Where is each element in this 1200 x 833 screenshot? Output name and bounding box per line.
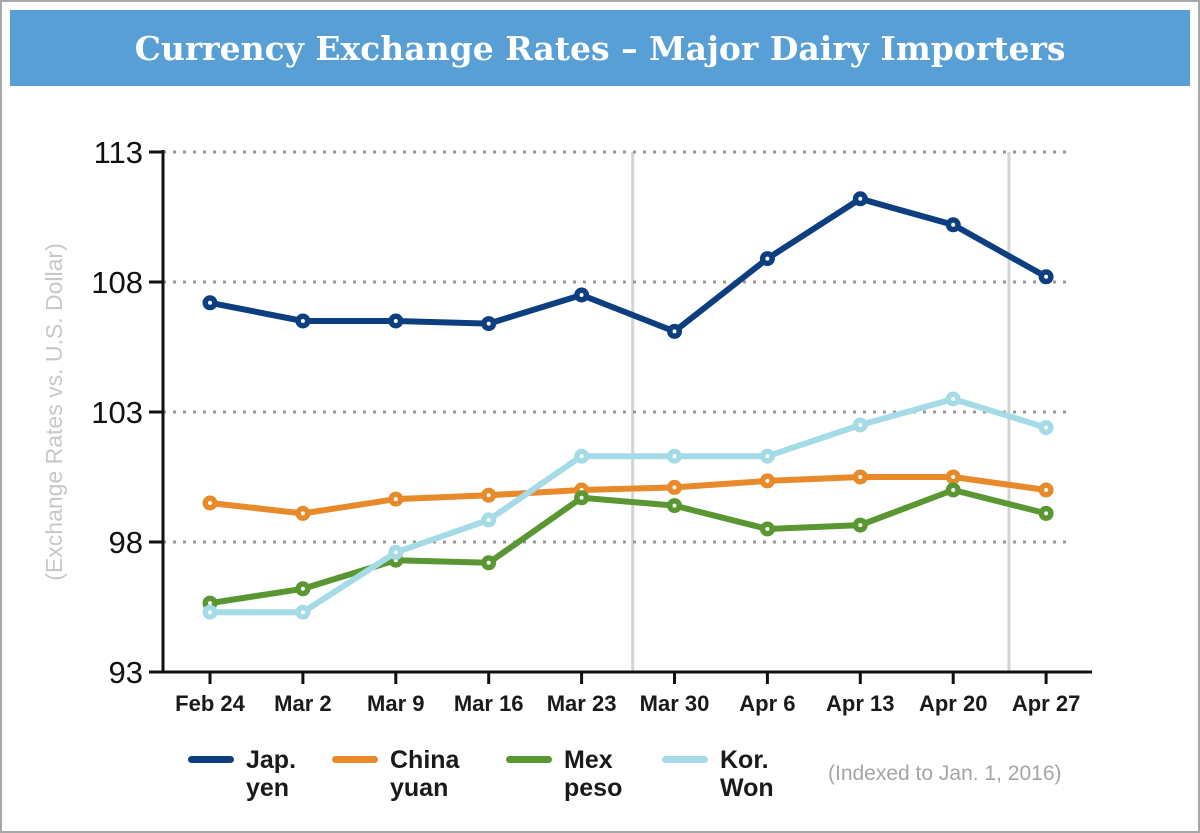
data-point-center: [765, 478, 770, 483]
data-point-center: [951, 222, 956, 227]
data-point-center: [1044, 511, 1049, 516]
data-point-center: [672, 329, 677, 334]
data-point-center: [951, 397, 956, 401]
data-point-center: [579, 454, 584, 459]
data-point-center: [208, 501, 212, 505]
x-tick-label: Apr 13: [826, 691, 894, 716]
data-point-center: [579, 293, 584, 297]
title-bar: Currency Exchange Rates – Major Dairy Im…: [10, 10, 1190, 86]
x-tick-label: Apr 27: [1012, 691, 1080, 716]
legend-item-yen: Jap. yen: [188, 746, 296, 802]
series-line-1: [209, 474, 1047, 517]
data-point-center: [1044, 425, 1049, 430]
legend-item-won: Kor. Won: [662, 746, 774, 802]
legend-label: Jap. yen: [246, 746, 297, 802]
legend-label: China yuan: [390, 746, 460, 802]
data-point-center: [300, 586, 305, 591]
data-point-center: [858, 523, 863, 528]
data-point-center: [1044, 274, 1049, 279]
data-point-center: [951, 475, 956, 479]
x-tick-label: Mar 30: [640, 691, 710, 716]
data-point-center: [300, 511, 305, 516]
data-point-center: [858, 423, 863, 427]
data-point-center: [765, 256, 770, 261]
legend-swatch: [332, 756, 378, 763]
x-tick-label: Mar 2: [274, 691, 331, 716]
legend-swatch: [506, 756, 552, 763]
data-point-center: [672, 503, 677, 508]
data-point-center: [672, 454, 677, 459]
data-point-center: [765, 454, 770, 459]
y-tick-label: 103: [91, 395, 143, 430]
series-line-3: [210, 396, 1047, 616]
legend-swatch: [662, 756, 708, 763]
y-tick-label: 98: [109, 525, 143, 560]
x-tick-label: Mar 16: [454, 691, 524, 716]
legend-swatch: [188, 756, 234, 763]
data-point-center: [951, 488, 956, 492]
legend-item-yuan: China yuan: [332, 746, 459, 802]
series-line-0: [209, 195, 1048, 335]
series-line-2: [209, 487, 1047, 607]
chart-title: Currency Exchange Rates – Major Dairy Im…: [134, 28, 1066, 68]
data-point-center: [672, 485, 677, 490]
legend-label: Mex peso: [564, 746, 623, 802]
data-point-center: [858, 475, 863, 479]
y-tick-label: 93: [109, 655, 143, 690]
data-point-center: [486, 493, 491, 498]
data-point-center: [393, 497, 398, 502]
index-note: (Indexed to Jan. 1, 2016): [828, 762, 1062, 785]
y-tick-label: 108: [91, 265, 143, 300]
data-point-center: [486, 560, 491, 565]
x-tick-label: Mar 23: [547, 691, 617, 716]
data-point-center: [486, 321, 491, 326]
data-point-center: [208, 610, 212, 615]
legend-item-peso: Mex peso: [506, 746, 622, 802]
x-tick-label: Apr 6: [739, 691, 795, 716]
data-point-center: [393, 550, 398, 555]
data-point-center: [300, 610, 305, 615]
data-point-center: [486, 517, 491, 522]
x-tick-label: Mar 9: [367, 691, 424, 716]
y-axis-label: (Exchange Rates vs. U.S. Dollar): [41, 243, 67, 580]
data-point-center: [300, 319, 305, 323]
data-point-center: [1044, 488, 1049, 492]
x-tick-label: Feb 24: [175, 691, 245, 716]
data-point-center: [208, 601, 212, 606]
data-point-center: [858, 196, 863, 201]
legend-label: Kor. Won: [720, 746, 774, 802]
y-tick-label: 113: [94, 135, 143, 170]
x-tick-label: Apr 20: [919, 691, 987, 716]
data-point-center: [208, 300, 212, 305]
data-point-center: [579, 495, 584, 500]
data-point-center: [765, 527, 770, 531]
data-point-center: [393, 319, 398, 323]
